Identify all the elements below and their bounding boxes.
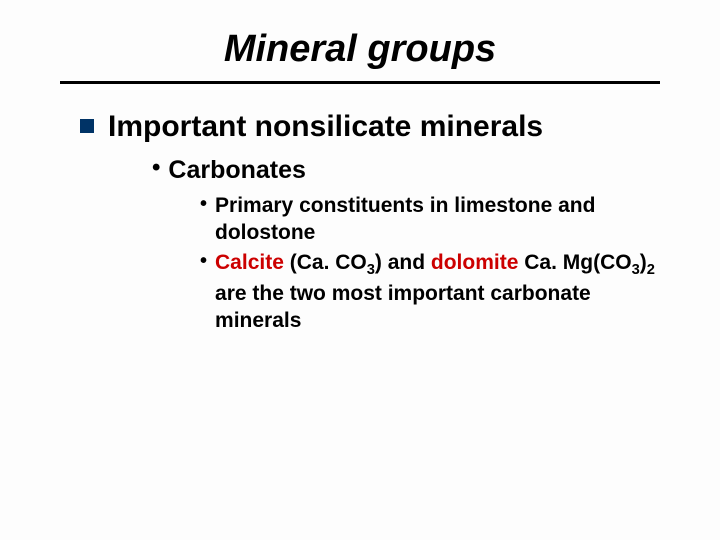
subscript: 3	[367, 262, 375, 278]
subscript: 2	[647, 262, 655, 278]
bullet-level3-group: • Primary constituents in limestone and …	[200, 192, 660, 334]
level3-text-b: Calcite (Ca. CO3) and dolomite Ca. Mg(CO…	[215, 249, 655, 335]
level3-text-a: Primary constituents in limestone and do…	[215, 192, 655, 247]
bullet-level1: Important nonsilicate minerals	[80, 108, 660, 146]
dot-bullet-icon: •	[152, 154, 160, 183]
slide-title: Mineral groups	[60, 28, 660, 71]
slide: Mineral groups Important nonsilicate min…	[0, 0, 720, 540]
level1-text: Important nonsilicate minerals	[108, 108, 543, 146]
highlight-calcite: Calcite	[215, 251, 284, 274]
level2-text: Carbonates	[168, 154, 306, 187]
highlight-dolomite: dolomite	[431, 251, 519, 274]
text-fragment: are the two most important carbonate min…	[215, 282, 591, 332]
bullet-level3-item: • Calcite (Ca. CO3) and dolomite Ca. Mg(…	[200, 249, 660, 335]
text-fragment: (Ca. CO	[284, 251, 367, 274]
text-fragment: ) and	[375, 251, 431, 274]
dot-bullet-icon: •	[200, 192, 207, 217]
dot-bullet-icon: •	[200, 249, 207, 274]
square-bullet-icon	[80, 119, 94, 133]
title-rule	[60, 81, 660, 84]
bullet-level2: • Carbonates	[152, 154, 660, 187]
text-fragment: Ca. Mg(CO	[518, 251, 631, 274]
text-fragment: )	[640, 251, 647, 274]
bullet-level3-item: • Primary constituents in limestone and …	[200, 192, 660, 247]
subscript: 3	[632, 262, 640, 278]
